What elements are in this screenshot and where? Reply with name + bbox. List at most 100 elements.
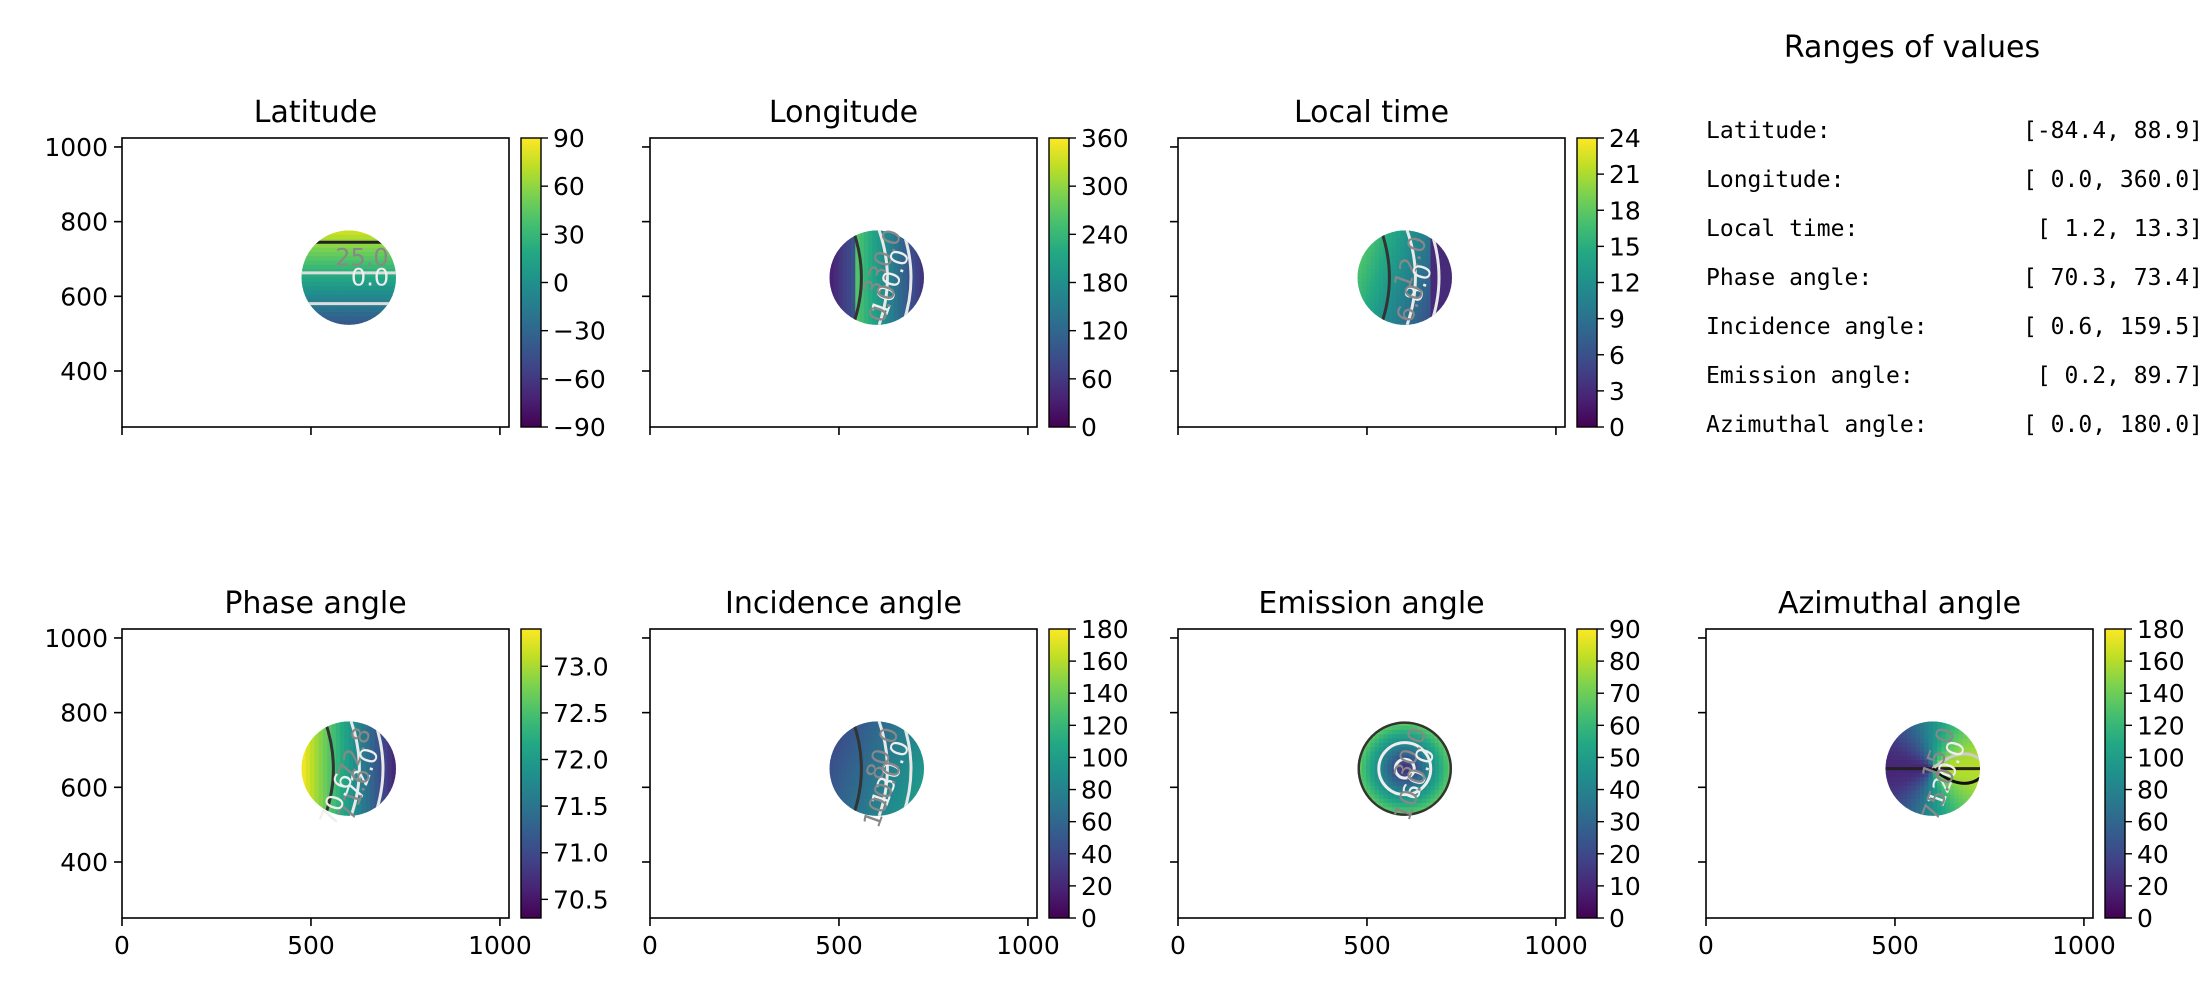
heatmap-cell: [365, 725, 371, 731]
heatmap-cell: [1967, 794, 1973, 800]
heatmap-cell: [850, 273, 856, 279]
heatmap-cell: [906, 764, 912, 770]
heatmap-cell: [370, 729, 376, 735]
heatmap-cell: [898, 238, 904, 244]
heatmap-cell: [911, 273, 917, 279]
heatmap-cell: [898, 742, 904, 748]
heatmap-cell: [383, 738, 389, 744]
heatmap-cell: [1430, 256, 1436, 262]
heatmap-cell: [872, 256, 878, 262]
heatmap-cell: [1400, 790, 1406, 796]
heatmap-cell: [1370, 307, 1376, 313]
heatmap-cell: [378, 294, 384, 300]
heatmap-cell: [1439, 303, 1445, 309]
heatmap-cell: [1906, 760, 1912, 765]
heatmap-cell: [310, 264, 316, 270]
heatmap-cell: [876, 247, 882, 253]
heatmap-cell: [833, 256, 839, 262]
colorbar-tick-label: 80: [2137, 776, 2169, 805]
heatmap-cell: [1378, 747, 1384, 753]
heatmap-cell: [1932, 760, 1938, 765]
heatmap-cell: [898, 729, 904, 735]
heatmap-cell: [1945, 729, 1951, 735]
heatmap-cell: [335, 281, 341, 287]
heatmap-cell: [387, 286, 393, 292]
heatmap-cell: [863, 768, 869, 774]
heatmap-cell: [1906, 734, 1912, 740]
heatmap-cell: [378, 247, 384, 253]
heatmap-cell: [1400, 760, 1406, 765]
heatmap-cell: [829, 264, 835, 270]
heatmap-cell: [1945, 790, 1951, 796]
heatmap-cell: [1915, 777, 1921, 783]
heatmap-cell: [893, 307, 899, 313]
heatmap-cell: [1426, 281, 1432, 287]
heatmap-cell: [1954, 764, 1960, 770]
heatmap-cell: [1391, 725, 1397, 731]
heatmap-cell: [919, 273, 924, 279]
heatmap-cell: [1417, 299, 1423, 305]
heatmap-cell: [1434, 307, 1440, 313]
heatmap-cell: [868, 238, 874, 244]
heatmap-cell: [1954, 738, 1960, 744]
heatmap-cell: [1366, 772, 1372, 778]
heatmap-cell: [1919, 734, 1925, 740]
heatmap-cell: [1937, 747, 1942, 753]
heatmap-cell: [374, 734, 380, 740]
heatmap-cell: [902, 781, 908, 787]
heatmap-cell: [335, 794, 341, 800]
heatmap-cell: [872, 264, 878, 270]
heatmap-cell: [1400, 777, 1406, 783]
heatmap-cell: [1439, 256, 1445, 262]
y-tick-label: 600: [60, 773, 108, 802]
heatmap-cell: [340, 811, 346, 816]
heatmap-cell: [340, 320, 346, 325]
heatmap-cell: [833, 747, 839, 753]
heatmap-cell: [318, 772, 324, 778]
heatmap-cell: [1404, 264, 1410, 270]
heatmap-cell: [1391, 803, 1397, 808]
heatmap-cell: [335, 251, 341, 257]
heatmap-cell: [1421, 269, 1427, 274]
heatmap-cell: [1894, 738, 1900, 744]
heatmap-cell: [833, 286, 839, 292]
heatmap-cell: [1417, 247, 1423, 253]
heatmap-cell: [348, 747, 354, 753]
heatmap-cell: [1919, 785, 1925, 791]
heatmap-cell: [1391, 286, 1397, 292]
heatmap-cell: [829, 269, 835, 274]
heatmap-cell: [314, 251, 320, 257]
heatmap-cell: [1409, 281, 1414, 287]
heatmap-cell: [889, 785, 895, 791]
heatmap-cell: [1400, 307, 1406, 313]
heatmap-cell: [1396, 798, 1402, 804]
heatmap-cell: [322, 290, 328, 296]
heatmap-cell: [1954, 729, 1960, 735]
heatmap-cell: [876, 781, 882, 787]
heatmap-cell: [357, 307, 363, 313]
heatmap-cell: [331, 299, 337, 305]
heatmap-cell: [859, 729, 865, 735]
heatmap-cell: [919, 768, 924, 774]
heatmap-cell: [340, 807, 346, 813]
heatmap-cell: [344, 234, 350, 240]
colorbar-tick-label: 180: [2137, 615, 2185, 644]
heatmap-cell: [868, 303, 874, 309]
heatmap-cell: [344, 294, 350, 300]
heatmap-cell: [898, 734, 904, 740]
heatmap-cell: [1383, 803, 1389, 808]
heatmap-cell: [1383, 781, 1389, 787]
heatmap-cell: [348, 755, 354, 761]
heatmap-cell: [301, 277, 307, 283]
heatmap-cell: [391, 768, 396, 774]
heatmap-cell: [1426, 256, 1432, 262]
heatmap-cell: [906, 772, 912, 778]
heatmap-cell: [361, 307, 367, 313]
heatmap-cell: [859, 307, 865, 313]
heatmap-cell: [344, 299, 350, 305]
heatmap-cell: [1911, 729, 1917, 735]
heatmap-cell: [1421, 281, 1427, 287]
heatmap-cell: [1413, 312, 1419, 317]
heatmap-cell: [340, 729, 346, 735]
heatmap-cell: [846, 742, 852, 748]
